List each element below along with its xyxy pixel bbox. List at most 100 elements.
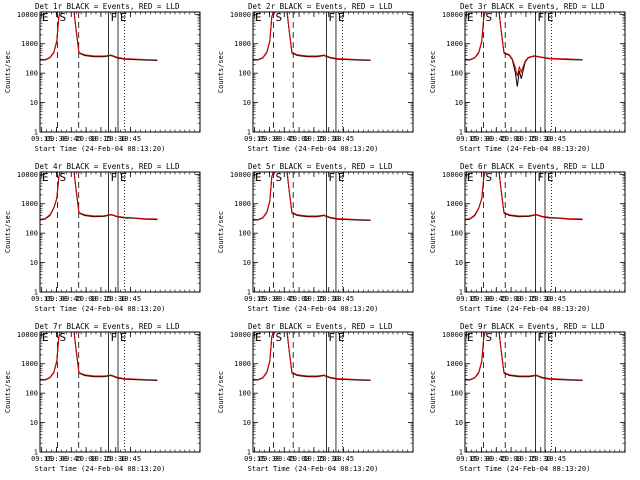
series-lld: [465, 172, 583, 221]
x-tick-label: 10:15: [515, 135, 536, 143]
marker-label: E: [42, 11, 49, 24]
y-tick-label: 1: [459, 129, 463, 137]
y-tick-label: 10000: [230, 171, 251, 179]
series-lld: [40, 332, 158, 381]
y-tick-label: 100: [238, 70, 251, 78]
y-axis-title: Counts/sec: [429, 211, 437, 253]
marker-label: S: [275, 11, 282, 24]
y-tick-label: 10: [243, 419, 251, 427]
x-tick-label: 09:30: [259, 135, 280, 143]
series-events: [465, 12, 583, 87]
y-tick-label: 100: [450, 70, 463, 78]
x-axis-title: Start Time (24-Feb-04 08:13:20): [248, 145, 379, 153]
series-lld: [40, 172, 158, 221]
x-axis-title: Start Time (24-Feb-04 08:13:20): [248, 305, 379, 313]
y-axis-title: Counts/sec: [217, 51, 225, 93]
x-tick-label: 10:15: [90, 455, 111, 463]
x-tick-label: 10:45: [333, 455, 354, 463]
x-tick-label: 09:45: [61, 295, 82, 303]
marker-label: F: [110, 11, 117, 24]
panel-title: Det 7r BLACK = Events, RED = LLD: [35, 322, 180, 331]
x-tick-label: 10:45: [120, 135, 141, 143]
y-tick-label: 1000: [21, 40, 38, 48]
x-tick-label: 10:15: [515, 295, 536, 303]
x-tick-label: 09:30: [471, 295, 492, 303]
plot-frame: [464, 11, 626, 133]
x-tick-label: 09:30: [46, 295, 67, 303]
x-tick-label: 10:45: [545, 295, 566, 303]
panel-det-6: Det 6r BLACK = Events, RED = LLD Start Ti…: [429, 162, 626, 313]
marker-label: F: [328, 11, 335, 24]
x-tick-label: 09:15: [244, 455, 265, 463]
marker-label: S: [485, 171, 492, 184]
x-tick-label: 09:15: [456, 295, 477, 303]
x-tick-label: 10:00: [289, 295, 310, 303]
x-tick-label: 09:45: [274, 135, 295, 143]
marker-label: E: [42, 331, 49, 344]
y-tick-label: 100: [25, 70, 38, 78]
x-tick-label: 09:15: [456, 135, 477, 143]
panel-det-1: Det 1r BLACK = Events, RED = LLD Start Ti…: [4, 2, 201, 153]
plot-frame: [464, 331, 626, 453]
y-tick-label: 1000: [21, 200, 38, 208]
x-tick-label: 10:15: [515, 455, 536, 463]
panel-title: Det 3r BLACK = Events, RED = LLD: [460, 2, 605, 11]
series-lld: [465, 12, 583, 77]
y-axis-title: Counts/sec: [4, 371, 12, 413]
x-tick-label: 09:30: [471, 455, 492, 463]
x-axis-title: Start Time (24-Feb-04 08:13:20): [35, 145, 166, 153]
panel-title: Det 4r BLACK = Events, RED = LLD: [35, 162, 180, 171]
y-tick-label: 1: [247, 129, 251, 137]
x-axis-title: Start Time (24-Feb-04 08:13:20): [460, 305, 591, 313]
x-axis-title: Start Time (24-Feb-04 08:13:20): [460, 465, 591, 473]
panel-title: Det 8r BLACK = Events, RED = LLD: [248, 322, 393, 331]
marker-label: F: [537, 171, 544, 184]
y-axis-title: Counts/sec: [4, 211, 12, 253]
marker-label: F: [537, 11, 544, 24]
x-tick-label: 10:30: [105, 295, 126, 303]
x-tick-label: 10:30: [105, 135, 126, 143]
x-tick-label: 10:00: [76, 295, 97, 303]
x-tick-label: 09:30: [259, 295, 280, 303]
marker-label: F: [328, 171, 335, 184]
x-tick-label: 09:15: [456, 455, 477, 463]
y-tick-label: 10: [455, 259, 463, 267]
marker-label: E: [255, 11, 262, 24]
x-tick-label: 09:45: [274, 455, 295, 463]
marker-label: F: [110, 171, 117, 184]
marker-label: F: [537, 331, 544, 344]
marker-label: E: [42, 171, 49, 184]
marker-label: E: [547, 11, 554, 24]
y-tick-label: 10: [455, 99, 463, 107]
panel-title: Det 9r BLACK = Events, RED = LLD: [460, 322, 605, 331]
y-axis-title: Counts/sec: [4, 51, 12, 93]
y-tick-label: 1: [247, 449, 251, 457]
marker-label: E: [338, 11, 345, 24]
x-tick-label: 09:15: [244, 135, 265, 143]
y-tick-label: 100: [238, 230, 251, 238]
x-tick-label: 10:00: [76, 455, 97, 463]
y-tick-label: 1: [247, 289, 251, 297]
panel-det-3: Det 3r BLACK = Events, RED = LLD Start Ti…: [429, 2, 626, 153]
x-tick-label: 10:15: [303, 455, 324, 463]
panel-det-9: Det 9r BLACK = Events, RED = LLD Start Ti…: [429, 322, 626, 473]
x-tick-label: 09:45: [486, 135, 507, 143]
x-tick-label: 10:00: [501, 295, 522, 303]
x-tick-label: 10:45: [120, 295, 141, 303]
y-tick-label: 1: [459, 449, 463, 457]
y-tick-label: 10: [30, 99, 38, 107]
plot-frame: [252, 331, 414, 453]
marker-label: E: [120, 11, 127, 24]
marker-label: E: [120, 331, 127, 344]
x-tick-label: 10:15: [90, 295, 111, 303]
x-tick-label: 10:00: [289, 455, 310, 463]
x-tick-label: 10:30: [530, 135, 551, 143]
y-tick-label: 100: [238, 390, 251, 398]
x-tick-label: 09:45: [486, 295, 507, 303]
y-tick-label: 1000: [234, 360, 251, 368]
marker-label: E: [338, 171, 345, 184]
y-tick-label: 10000: [442, 331, 463, 339]
x-tick-label: 09:15: [31, 135, 52, 143]
marker-label: F: [110, 331, 117, 344]
